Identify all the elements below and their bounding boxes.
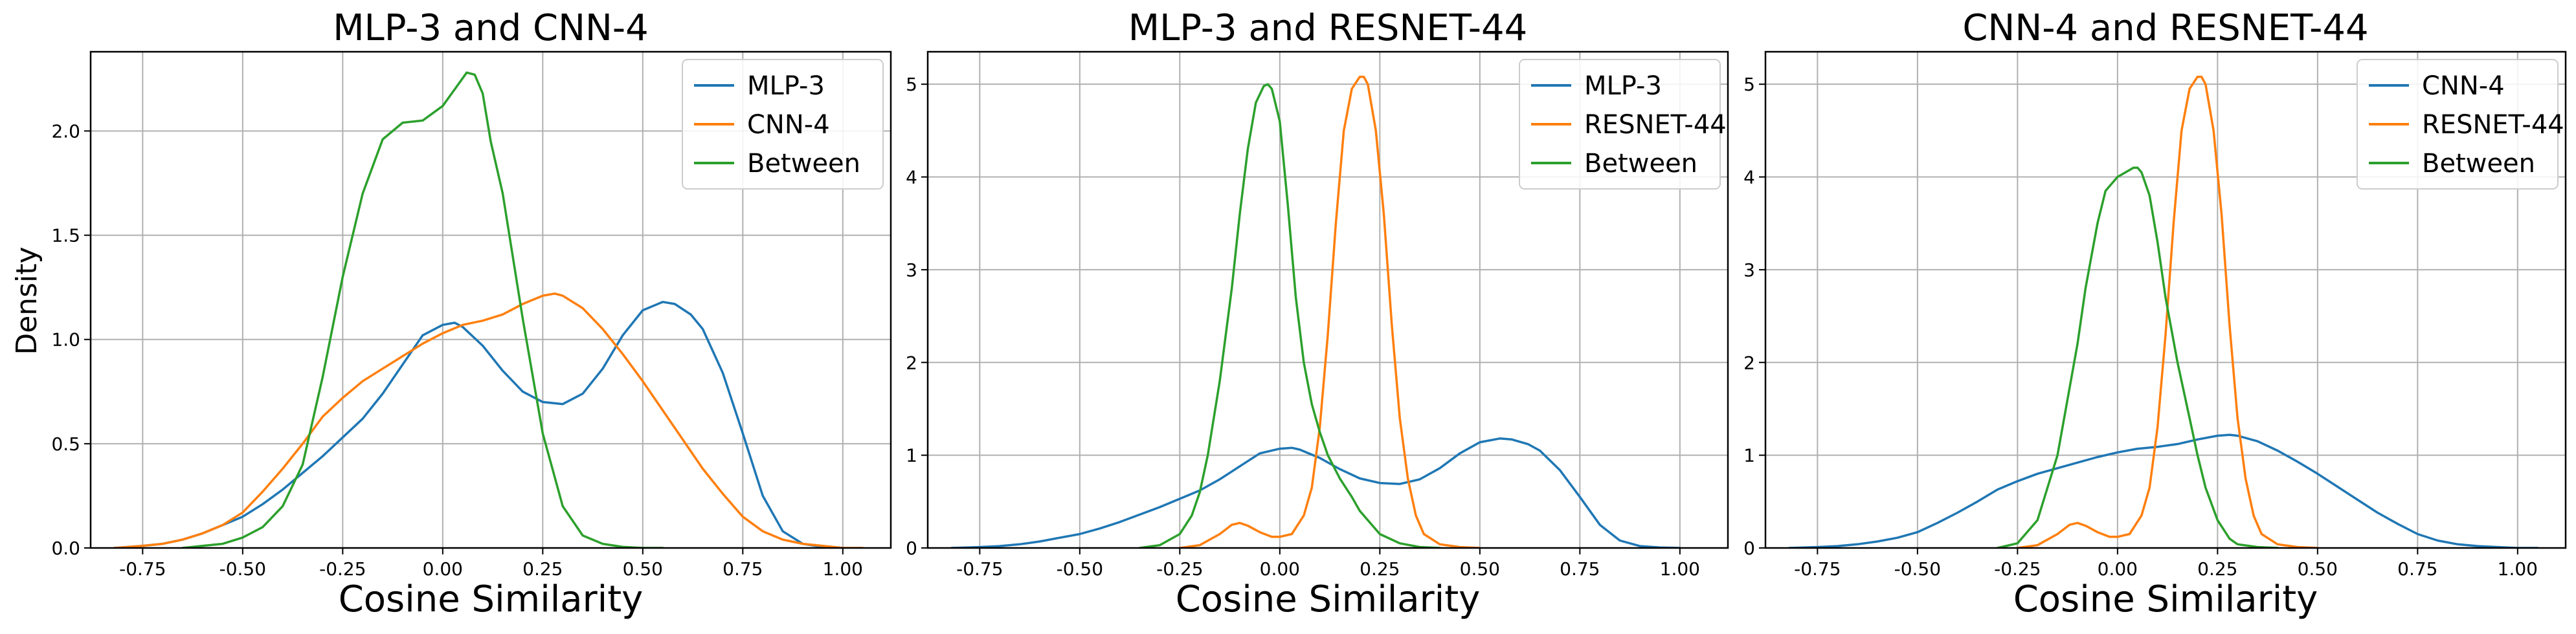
series-line-resnet-44 (1178, 75, 1481, 548)
series-line-cnn-4 (1788, 433, 2539, 548)
legend: MLP-3 CNN-4 Between (682, 59, 884, 190)
y-tick-label: 2 (906, 352, 917, 373)
x-tick-label: 0.00 (1260, 558, 1300, 580)
plot-area: -0.75 -0.50 -0.25 0.00 0.25 0.50 0.75 1.00 0 1 2 3 4… (906, 50, 1729, 580)
x-tick-label: 0.75 (2397, 558, 2437, 580)
x-tick-label: -0.75 (956, 558, 1003, 580)
y-tick-label: 1.5 (51, 225, 80, 246)
y-tick-label: 1 (906, 445, 917, 466)
y-tick-label: 1 (1743, 445, 1755, 466)
x-tick-label: 0.50 (2298, 558, 2338, 580)
series-lines (113, 71, 864, 548)
x-tick-label: 0.00 (2098, 558, 2138, 580)
x-tick-label: 0.25 (2197, 558, 2237, 580)
series-line-resnet-44 (2016, 75, 2319, 548)
legend-label: Between (2422, 149, 2535, 179)
x-axis-label: Cosine Similarity (2013, 578, 2318, 620)
x-tick-label: 0.50 (1460, 558, 1500, 580)
legend: CNN-4 RESNET-44 Between (2357, 59, 2564, 190)
series-line-mlp-3 (950, 437, 1681, 548)
x-axis-label: Cosine Similarity (1176, 578, 1481, 620)
legend-label: Between (1584, 149, 1697, 179)
axes-frame (926, 50, 1729, 549)
x-tick-label: -0.75 (1794, 558, 1841, 580)
legend-label: MLP-3 (1584, 71, 1662, 101)
panel-cnn4-resnet44: CNN-4 and RESNET-44 Cosine Similarity -0… (1743, 7, 2567, 620)
legend-label: CNN-4 (747, 110, 830, 140)
y-tick-label: 0.0 (51, 538, 80, 559)
y-tick-label: 5 (906, 74, 917, 95)
plot-area: -0.75 -0.50 -0.25 0.00 0.25 0.50 0.75 1.00 0.0 0.… (51, 50, 892, 580)
x-tick-label: -0.25 (319, 558, 366, 580)
legend-box (1519, 59, 1721, 190)
series-line-cnn-4 (113, 292, 864, 548)
x-tick-label: -0.25 (1156, 558, 1203, 580)
y-tick-label: 1.0 (51, 329, 80, 351)
y-tick-label: 4 (906, 167, 917, 188)
series-line-between (1138, 83, 1441, 548)
y-tick-label: 5 (1743, 74, 1755, 95)
y-tick-label: 0 (906, 538, 917, 559)
x-tick-label: 0.75 (722, 558, 763, 580)
legend-box (2357, 59, 2559, 190)
x-tick-label: 0.25 (522, 558, 563, 580)
x-tick-label: 0.00 (423, 558, 463, 580)
legend-label: RESNET-44 (1584, 110, 1727, 140)
x-tick-label: -0.50 (219, 558, 266, 580)
x-tick-label: 0.75 (1560, 558, 1600, 580)
series-lines (950, 75, 1681, 548)
y-tick-label: 2 (1743, 352, 1755, 373)
legend-label: CNN-4 (2422, 71, 2505, 101)
x-tick-label: 0.50 (623, 558, 663, 580)
x-axis-label: Cosine Similarity (339, 578, 644, 620)
axes-frame (1764, 50, 2567, 549)
panel-title: MLP-3 and RESNET-44 (1128, 7, 1528, 49)
x-tick-label: 1.00 (1660, 558, 1700, 580)
series-line-mlp-3 (113, 300, 844, 548)
y-tick-label: 3 (906, 259, 917, 281)
legend-label: Between (747, 149, 860, 179)
y-axis-label: Density (10, 246, 43, 355)
legend: MLP-3 RESNET-44 Between (1519, 59, 1727, 190)
y-tick-label: 2.0 (51, 120, 80, 142)
x-tick-label: -0.50 (1894, 558, 1941, 580)
axes-frame (89, 50, 892, 549)
panel-title: CNN-4 and RESNET-44 (1962, 7, 2368, 49)
x-tick-label: -0.75 (119, 558, 166, 580)
x-tick-label: -0.25 (1994, 558, 2041, 580)
y-tick-label: 3 (1743, 259, 1755, 281)
x-tick-label: -0.50 (1057, 558, 1103, 580)
legend-label: RESNET-44 (2422, 110, 2564, 140)
x-tick-label: 0.25 (1360, 558, 1400, 580)
x-tick-label: 1.00 (823, 558, 863, 580)
y-tick-label: 0.5 (51, 433, 80, 455)
legend-label: MLP-3 (747, 71, 825, 101)
y-tick-label: 4 (1743, 167, 1755, 188)
x-tick-label: 1.00 (2498, 558, 2538, 580)
legend-box (682, 59, 884, 190)
panel-title: MLP-3 and CNN-4 (333, 7, 649, 49)
y-tick-label: 0 (1743, 538, 1755, 559)
series-line-between (1996, 166, 2279, 548)
series-line-between (181, 71, 664, 548)
series-lines (1788, 75, 2539, 548)
panel-mlp3-resnet44: MLP-3 and RESNET-44 Cosine Similarity -0… (906, 7, 1729, 620)
panel-mlp3-cnn4: MLP-3 and CNN-4 Density Cosine Similarit… (10, 7, 892, 620)
